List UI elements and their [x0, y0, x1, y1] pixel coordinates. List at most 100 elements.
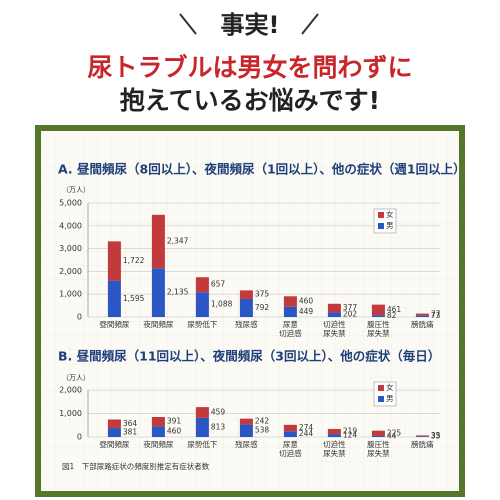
caption: 図1 下部尿路症状の頻度別推定有症状者数 — [62, 461, 210, 471]
value-label: 391 — [167, 417, 182, 426]
value-label: 1,722 — [123, 256, 145, 265]
deco-slash — [301, 13, 319, 35]
y-tick-label: 4,000 — [59, 221, 82, 230]
value-label: 538 — [255, 426, 270, 435]
bar-segment — [151, 214, 165, 269]
y-tick-label: 5,000 — [59, 199, 82, 208]
x-tick-label: 切迫感 — [279, 448, 302, 458]
value-label: 73 — [431, 311, 441, 320]
legend-swatch — [378, 385, 384, 391]
value-label: 225 — [387, 428, 402, 437]
x-tick-label: 昼間頻尿 — [99, 439, 129, 449]
value-label: 77 — [431, 309, 441, 318]
x-tick-label: 残尿感 — [235, 319, 258, 329]
value-label: 657 — [211, 280, 226, 289]
legend-label: 男 — [386, 394, 394, 403]
bar-segment — [415, 436, 429, 437]
y-tick-label: 1,000 — [59, 409, 82, 418]
y-axis-unit: （万人） — [62, 374, 90, 382]
bar-segment — [327, 312, 341, 317]
value-label: 375 — [255, 290, 270, 299]
value-label: 381 — [123, 428, 138, 437]
bar-segment — [371, 430, 385, 436]
x-tick-label: 尿意 — [283, 439, 298, 449]
bar-segment — [371, 304, 385, 316]
legend-swatch — [378, 212, 384, 218]
bar-segment — [415, 313, 429, 316]
value-label: 461 — [387, 305, 402, 314]
bar-segment — [327, 434, 341, 437]
x-tick-label: 切迫感 — [279, 328, 302, 338]
header-title: 事実! — [221, 11, 280, 39]
bar-segment — [371, 435, 385, 437]
value-label: 1,088 — [211, 300, 233, 309]
bar-segment — [415, 435, 429, 437]
legend-swatch — [378, 223, 384, 229]
bar-segment — [107, 419, 121, 429]
bar-segment — [283, 306, 297, 317]
x-tick-label: 切迫性 — [323, 439, 346, 449]
x-tick-label: 尿勢低下 — [187, 439, 217, 449]
legend-label: 男 — [386, 221, 394, 230]
x-tick-label: 腹圧性 — [367, 439, 390, 449]
value-label: 460 — [299, 297, 314, 306]
bar-segment — [195, 407, 209, 418]
x-tick-label: 尿失禁 — [367, 328, 390, 338]
x-tick-label: 残尿感 — [235, 439, 258, 449]
value-label: 82 — [387, 311, 397, 320]
value-label: 449 — [299, 307, 314, 316]
bar-segment — [195, 277, 209, 293]
x-tick-label: 昼間頻尿 — [99, 319, 129, 329]
x-tick-label: 夜間頻尿 — [143, 319, 173, 329]
x-tick-label: 尿失禁 — [323, 328, 346, 338]
bar-segment — [327, 428, 341, 435]
value-label: 35 — [431, 431, 441, 440]
value-label: 364 — [123, 419, 138, 428]
y-tick-label: 1,000 — [59, 290, 82, 299]
x-tick-label: 腹圧性 — [367, 319, 390, 329]
value-label: 1,595 — [123, 294, 145, 303]
value-label: 2,347 — [167, 237, 189, 246]
value-label: 44 — [387, 431, 397, 440]
y-tick-label: 2,000 — [59, 267, 82, 276]
bar-segment — [239, 290, 253, 299]
x-tick-label: 膀胱痛 — [411, 319, 434, 329]
header-line1: 尿トラブルは男女を問わずに — [87, 53, 412, 82]
legend-label: 女 — [386, 382, 394, 392]
chart-title: B. 昼間頻尿（11回以上）、夜間頻尿（3回以上）、他の症状（毎日） — [58, 349, 440, 364]
x-tick-label: 尿勢低下 — [187, 319, 217, 329]
x-tick-label: 尿失禁 — [367, 448, 390, 458]
value-label: 792 — [255, 303, 270, 312]
x-tick-label: 尿失禁 — [323, 448, 346, 458]
value-label: 33 — [431, 432, 441, 441]
value-label: 813 — [211, 422, 226, 431]
bar-segment — [283, 431, 297, 437]
y-tick-label: 0 — [77, 433, 82, 442]
bar-segment — [107, 428, 121, 437]
y-tick-label: 3,000 — [59, 244, 82, 253]
bar-segment — [151, 417, 165, 427]
chart-title: A. 昼間頻尿（8回以上）、夜間頻尿（1回以上）、他の症状（週1回以上） — [58, 162, 466, 177]
x-tick-label: 夜間頻尿 — [143, 439, 173, 449]
y-tick-label: 0 — [77, 313, 82, 322]
bar-segment — [239, 424, 253, 437]
y-axis-unit: （万人） — [62, 186, 90, 194]
value-label: 460 — [167, 427, 182, 436]
value-label: 2,135 — [167, 288, 189, 297]
value-label: 242 — [255, 417, 270, 426]
value-label: 274 — [299, 423, 314, 432]
bar-segment — [107, 280, 121, 317]
bar-segment — [151, 268, 165, 317]
bar-segment — [283, 424, 297, 432]
header-line2: 抱えているお悩みです! — [120, 86, 380, 115]
bar-segment — [239, 298, 253, 317]
bar-segment — [239, 418, 253, 425]
y-tick-label: 2,000 — [59, 386, 82, 395]
legend-swatch — [378, 396, 384, 402]
value-label: 219 — [343, 427, 358, 436]
bar-segment — [195, 292, 209, 317]
deco-slash — [179, 13, 197, 35]
bar-segment — [415, 315, 429, 317]
